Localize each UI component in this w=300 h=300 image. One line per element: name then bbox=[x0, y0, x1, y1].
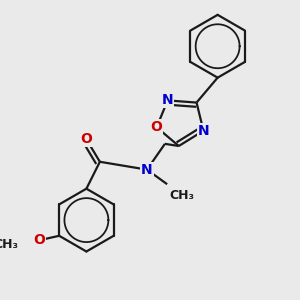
Text: O: O bbox=[151, 120, 163, 134]
Text: O: O bbox=[80, 132, 92, 146]
Text: CH₃: CH₃ bbox=[0, 238, 19, 251]
Text: O: O bbox=[33, 233, 45, 247]
Text: N: N bbox=[162, 93, 173, 107]
Text: N: N bbox=[198, 124, 209, 138]
Text: CH₃: CH₃ bbox=[169, 189, 194, 202]
Text: N: N bbox=[141, 163, 153, 177]
